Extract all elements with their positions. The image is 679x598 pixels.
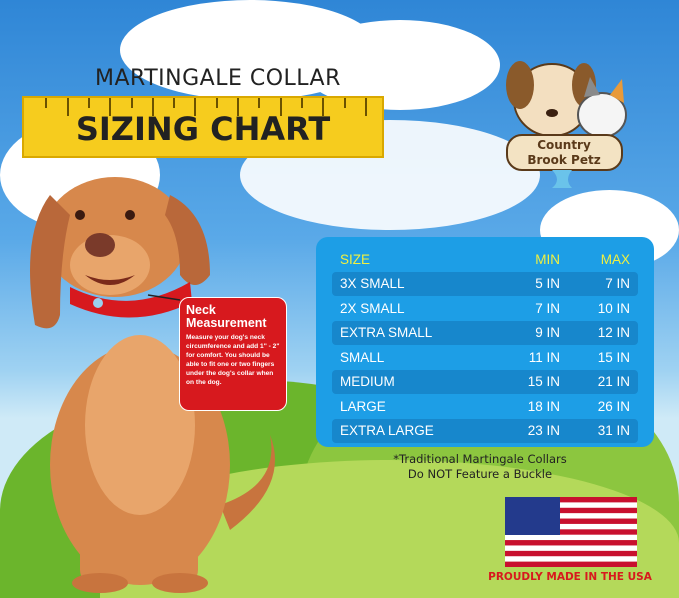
cell-min: 15 IN <box>527 374 560 390</box>
ruler-tick <box>109 98 112 116</box>
page-title: SIZING CHART <box>75 110 331 148</box>
ruler-tick <box>130 98 133 108</box>
cell-size: MEDIUM <box>340 374 395 390</box>
ruler-tick <box>215 98 218 108</box>
table-row: 3X SMALL 5 IN 7 IN <box>332 271 638 296</box>
ruler-tick <box>237 98 239 116</box>
ruler-tick <box>322 98 325 116</box>
flag-stripe <box>505 518 637 525</box>
svg-text:Country: Country <box>537 138 591 152</box>
ruler-tick <box>258 98 261 108</box>
flag-stripe <box>505 561 637 567</box>
note-line-1: *Traditional Martingale Collars <box>393 452 567 466</box>
cell-size: LARGE <box>340 398 386 414</box>
table-row: 2X SMALL 7 IN 10 IN <box>332 296 638 321</box>
flag-stripe <box>505 523 637 530</box>
neck-measurement-text: Measure your dog's neck circumference an… <box>186 334 280 386</box>
cell-max: 26 IN <box>597 398 630 414</box>
table-row: EXTRA SMALL 9 IN 12 IN <box>332 320 638 345</box>
table-row: EXTRA LARGE 23 IN 31 IN <box>332 418 638 443</box>
title-top: MARTINGALE COLLAR <box>95 66 341 91</box>
flag-stripe <box>505 529 637 535</box>
cell-min: 18 IN <box>527 398 560 414</box>
cell-max: 21 IN <box>597 374 630 390</box>
note-line-2: Do NOT Feature a Buckle <box>407 467 553 481</box>
flag-stripe <box>505 502 637 509</box>
country-brook-petz-logo: Country Brook Petz <box>506 61 627 188</box>
cell-min: 7 IN <box>535 300 560 316</box>
usa-flag-icon <box>505 497 637 567</box>
cloud <box>300 20 500 110</box>
flag-stripe <box>505 513 637 519</box>
cell-min: 23 IN <box>527 423 560 439</box>
made-in-usa-text: PROUDLY MADE IN THE USA <box>488 571 652 583</box>
ruler-tick <box>279 98 282 116</box>
header-size: SIZE <box>340 251 371 267</box>
header-max: MAX <box>600 251 630 267</box>
svg-text:Brook Petz: Brook Petz <box>527 153 600 167</box>
size-table: SIZE MIN MAX 3X SMALL 5 IN 7 IN 2X SMALL 7 I… <box>316 237 654 447</box>
neck-measurement-title: Neck Measurement <box>186 303 267 330</box>
cell-min: 9 IN <box>535 325 560 341</box>
cell-max: 12 IN <box>597 325 630 341</box>
cell-max: 15 IN <box>597 349 630 365</box>
flag-stripe <box>505 556 637 562</box>
neck-measurement-callout: Neck Measurement Measure your dog's neck… <box>179 297 287 411</box>
cell-size: 3X SMALL <box>340 276 405 292</box>
flag-stripe <box>505 545 637 552</box>
cell-size: EXTRA LARGE <box>340 423 434 439</box>
cell-min: 5 IN <box>535 276 560 292</box>
buckle-note: *Traditional Martingale Collars Do NOT F… <box>380 452 580 482</box>
flag-stripe <box>505 497 637 503</box>
cell-size: SMALL <box>340 349 385 365</box>
ruler-tick <box>364 98 367 116</box>
table-header: SIZE MIN MAX <box>332 247 638 272</box>
cell-size: 2X SMALL <box>340 300 405 316</box>
flag-stripe <box>505 550 637 557</box>
table-row: SMALL 11 IN 15 IN <box>332 345 638 370</box>
flag-stripe <box>505 540 637 546</box>
ruler-tick <box>300 98 303 108</box>
ruler-banner: SIZING CHART <box>22 96 384 158</box>
ruler-tick <box>173 98 176 108</box>
table-row: LARGE 18 IN 26 IN <box>332 394 638 419</box>
table-row: MEDIUM 15 IN 21 IN <box>332 369 638 394</box>
cell-max: 31 IN <box>597 423 630 439</box>
cell-size: EXTRA SMALL <box>340 325 433 341</box>
cell-max: 7 IN <box>605 276 630 292</box>
flag-stripe <box>505 534 637 541</box>
cell-max: 10 IN <box>597 300 630 316</box>
ruler-tick <box>343 98 346 108</box>
flag-stripe <box>505 507 637 514</box>
header-min: MIN <box>535 251 560 267</box>
ruler-tick <box>87 98 90 108</box>
ruler-tick <box>66 98 69 116</box>
ruler-tick <box>194 98 197 116</box>
ruler-tick <box>45 98 48 108</box>
cell-min: 11 IN <box>528 349 560 365</box>
ruler-tick <box>151 98 154 116</box>
